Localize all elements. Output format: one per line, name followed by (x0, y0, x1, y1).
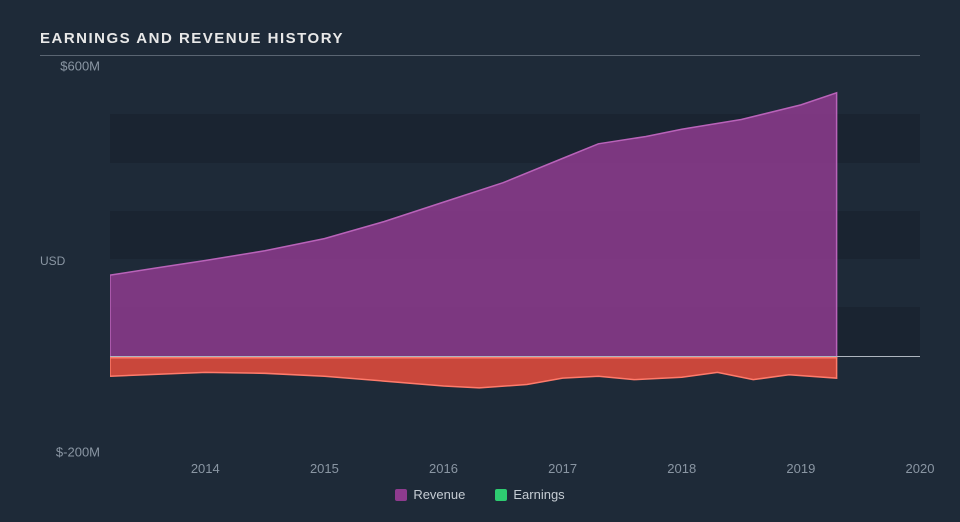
chart-container: EARNINGS AND REVENUE HISTORY USD $600M$-… (0, 0, 960, 522)
legend-swatch-revenue (395, 489, 407, 501)
x-tick-label: 2019 (786, 461, 815, 476)
series-revenue (110, 93, 837, 358)
chart-area: USD $600M$-200M (40, 66, 920, 455)
x-tick-label: 2014 (191, 461, 220, 476)
x-tick-label: 2020 (906, 461, 935, 476)
zero-line (110, 356, 920, 357)
x-tick-label: 2017 (548, 461, 577, 476)
y-axis: USD $600M$-200M (40, 66, 110, 455)
chart-title: EARNINGS AND REVENUE HISTORY (40, 30, 920, 47)
x-tick-label: 2018 (667, 461, 696, 476)
legend-item-revenue: Revenue (395, 487, 465, 502)
x-tick-label: 2015 (310, 461, 339, 476)
y-tick-label: $600M (60, 59, 100, 74)
y-axis-title: USD (40, 254, 65, 268)
legend-item-earnings: Earnings (495, 487, 564, 502)
chart-svg (110, 66, 920, 455)
series-earnings (110, 358, 837, 388)
x-axis: 2014201520162017201820192020 (110, 455, 920, 483)
legend-swatch-earnings (495, 489, 507, 501)
y-tick-label: $-200M (56, 445, 100, 460)
legend-label-revenue: Revenue (413, 487, 465, 502)
plot-area (110, 66, 920, 455)
x-tick-label: 2016 (429, 461, 458, 476)
legend-label-earnings: Earnings (513, 487, 564, 502)
title-row: EARNINGS AND REVENUE HISTORY (40, 30, 920, 56)
legend: Revenue Earnings (40, 487, 920, 502)
